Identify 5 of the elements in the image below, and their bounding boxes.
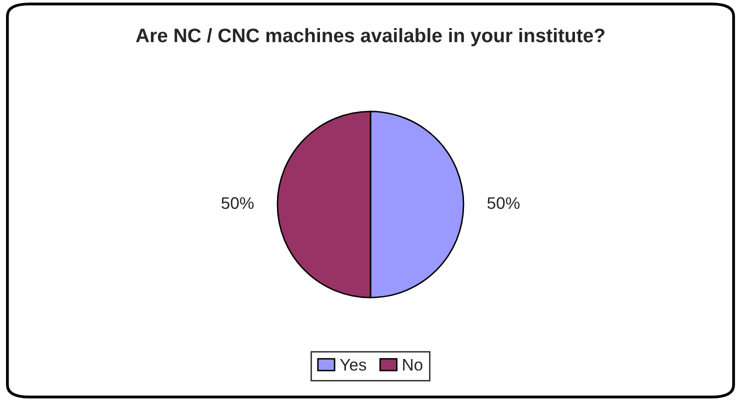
data-label: 50% bbox=[222, 197, 254, 209]
chart-title: Are NC / CNC machines available in your institute? bbox=[136, 28, 604, 46]
data-label: 50% bbox=[487, 197, 520, 209]
legend-label: Yes bbox=[340, 359, 366, 371]
legend-label: No bbox=[403, 359, 422, 371]
